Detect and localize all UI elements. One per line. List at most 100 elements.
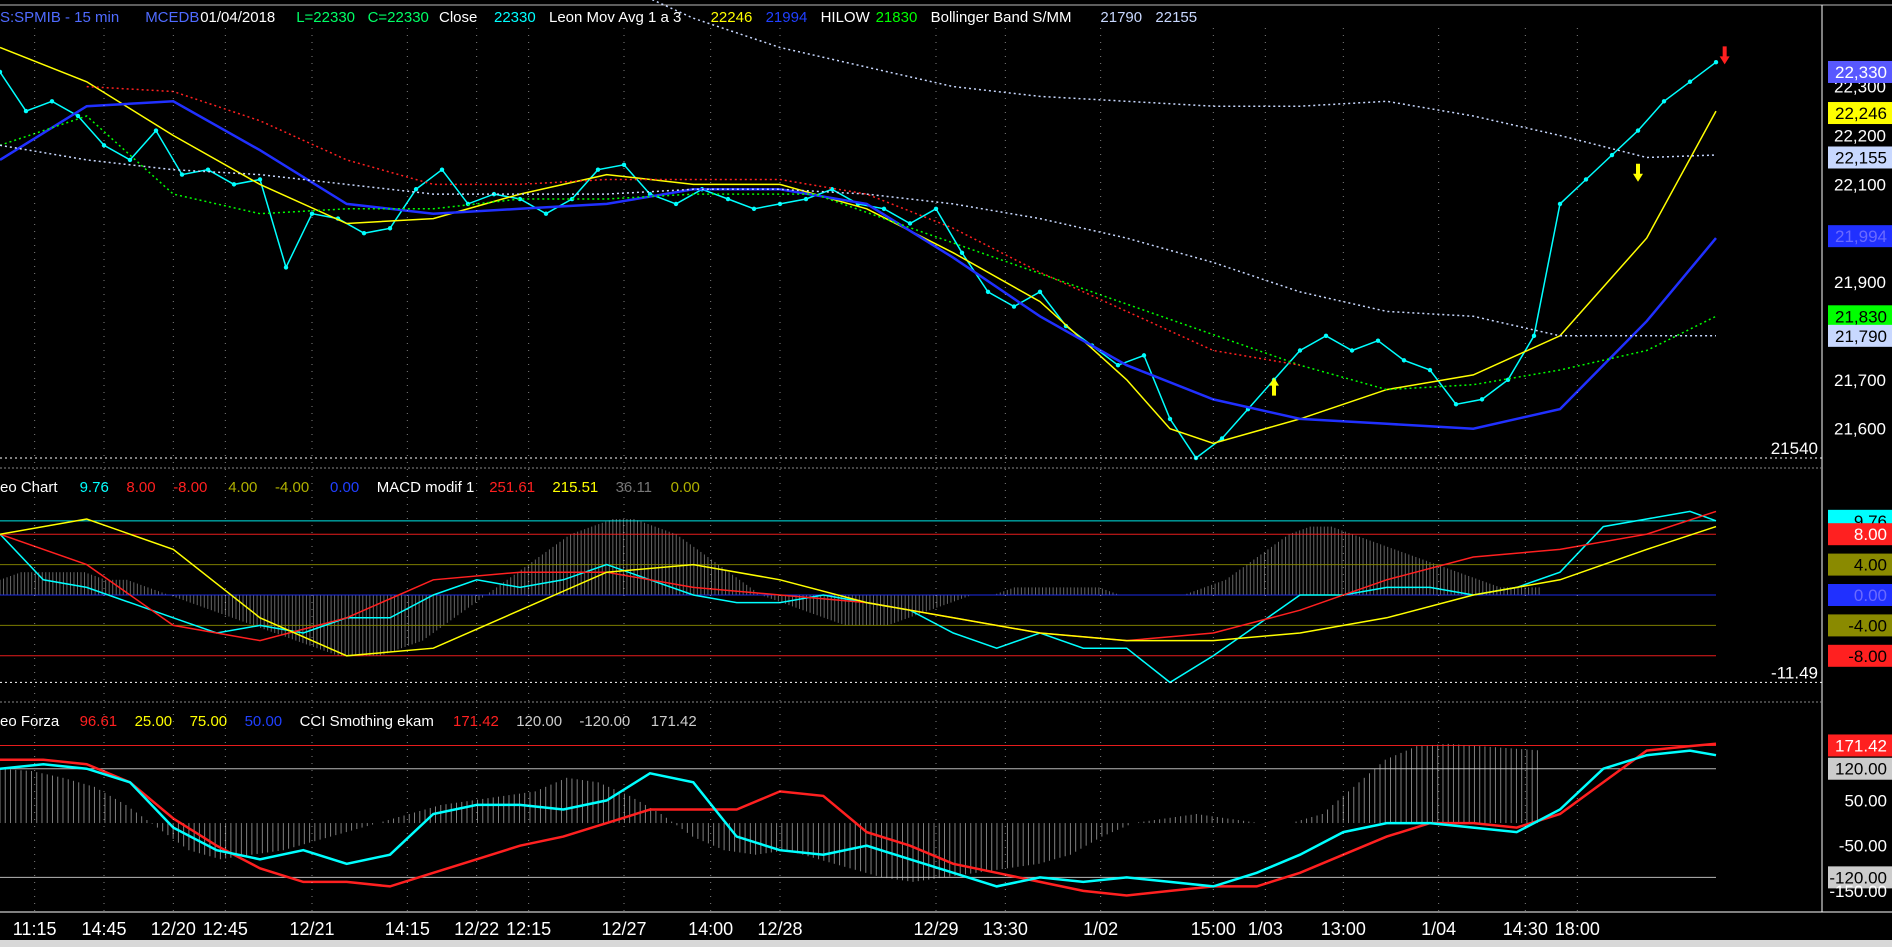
axis-value-tag: -50.00 bbox=[1839, 837, 1887, 856]
cci-header-item: 75.00 bbox=[190, 713, 228, 730]
cci-header-item: 25.00 bbox=[135, 713, 173, 730]
close-point bbox=[361, 231, 367, 236]
main-header-item: 01/04/2018 bbox=[200, 9, 275, 26]
x-tick-label: 12/29 bbox=[913, 919, 958, 939]
x-tick-label: 13:00 bbox=[1321, 919, 1366, 939]
close-point bbox=[725, 196, 731, 202]
axis-value-tag: -120.00 bbox=[1828, 866, 1892, 889]
close-point bbox=[413, 187, 419, 192]
y-tick-label: 21,900 bbox=[1834, 273, 1886, 292]
x-tick-label: 14:15 bbox=[385, 919, 430, 939]
close-point bbox=[153, 128, 159, 133]
axis-tag-label: 120.00 bbox=[1835, 760, 1887, 779]
series-forza bbox=[0, 742, 1717, 897]
close-point bbox=[1011, 304, 1017, 309]
axis-tag-label: 21,830 bbox=[1835, 307, 1887, 326]
close-point bbox=[309, 211, 315, 216]
axis-tag-label: 22,330 bbox=[1835, 63, 1887, 82]
x-tick-label: 1/03 bbox=[1248, 919, 1283, 939]
y-tick-label: 21,600 bbox=[1834, 420, 1886, 439]
axis-tag-label: 21,790 bbox=[1835, 327, 1887, 346]
bottom-bar bbox=[0, 940, 1892, 947]
axis-tag-label: 22,246 bbox=[1835, 104, 1887, 123]
axis-value-tag: 8.00 bbox=[1828, 523, 1892, 546]
series-bollinger-band bbox=[0, 144, 1716, 337]
main-header-item: Bollinger Band S/MM bbox=[931, 9, 1072, 26]
macd-header-item: 8.00 bbox=[126, 479, 155, 496]
axis-tag-label: 50.00 bbox=[1844, 791, 1887, 810]
close-point bbox=[1375, 338, 1381, 343]
x-tick-label: 14:30 bbox=[1503, 919, 1548, 939]
cci-header-item: eo Forza bbox=[0, 713, 60, 730]
close-point bbox=[179, 172, 185, 177]
main-header-item: 21790 bbox=[1100, 9, 1142, 26]
series-bollinger-band-upper bbox=[651, 0, 1717, 159]
x-tick-label: 13:30 bbox=[983, 919, 1028, 939]
axis-value-tag: 21,994 bbox=[1828, 225, 1892, 248]
x-tick-label: 12/22 bbox=[454, 919, 499, 939]
main-header-item: Leon Mov Avg 1 a 3 bbox=[549, 9, 681, 26]
x-tick-label: 14:00 bbox=[688, 919, 733, 939]
close-point bbox=[569, 196, 575, 202]
close-point bbox=[1661, 99, 1667, 104]
macd-header-item: MACD modif 1 bbox=[377, 479, 475, 496]
macd-header-item: 251.61 bbox=[489, 479, 535, 496]
axis-value-tag: -4.00 bbox=[1828, 614, 1892, 637]
macd-header-item: 4.00 bbox=[228, 479, 257, 496]
axis-value-tag: 22,330 bbox=[1828, 60, 1892, 83]
close-point bbox=[1531, 333, 1537, 339]
close-point bbox=[751, 206, 757, 211]
main-header-item: 22155 bbox=[1155, 9, 1197, 26]
axis-tag-label: 21,994 bbox=[1835, 227, 1887, 246]
axis-value-tag: 22,246 bbox=[1828, 102, 1892, 125]
close-point bbox=[75, 113, 81, 119]
macd-header-item: eo Chart bbox=[0, 479, 58, 496]
close-point bbox=[439, 167, 445, 172]
close-point bbox=[1401, 358, 1407, 363]
close-point bbox=[1713, 60, 1719, 65]
axis-tag-label: 8.00 bbox=[1854, 525, 1887, 544]
macd-header-item: 215.51 bbox=[552, 479, 598, 496]
close-point bbox=[959, 250, 965, 255]
x-tick-label: 12/28 bbox=[757, 919, 802, 939]
macd-header-item: 9.76 bbox=[80, 479, 109, 496]
axis-tag-label: 4.00 bbox=[1854, 556, 1887, 575]
close-point bbox=[23, 108, 29, 114]
main-header-item: 22330 bbox=[494, 9, 536, 26]
axis-value-tag: -150.00 bbox=[1829, 882, 1887, 901]
axis-value-tag: 21,830 bbox=[1828, 305, 1892, 328]
close-point bbox=[231, 182, 237, 187]
close-point bbox=[985, 289, 991, 295]
main-header-item: L=22330 bbox=[296, 9, 355, 26]
close-point bbox=[1635, 128, 1641, 133]
close-point bbox=[1297, 348, 1303, 353]
y-tick-label: 22,100 bbox=[1834, 175, 1886, 194]
close-point bbox=[491, 191, 497, 197]
main-header-item: Close bbox=[439, 9, 477, 26]
axis-tag-label: 0.00 bbox=[1854, 586, 1887, 605]
close-point bbox=[387, 226, 393, 231]
close-point bbox=[0, 69, 3, 75]
x-tick-label: 1/02 bbox=[1083, 919, 1118, 939]
cci-header-item: -120.00 bbox=[579, 713, 630, 730]
close-point bbox=[673, 201, 679, 207]
close-point bbox=[621, 162, 627, 168]
main-header: S:SPMIB - 15 min MCEDB 01/04/2018 L=22330 C=… bbox=[0, 9, 1197, 26]
main-header-item: 21994 bbox=[766, 9, 808, 26]
y-tick-label: 22,200 bbox=[1834, 127, 1886, 146]
axis-value-tag: 171.42 bbox=[1828, 734, 1892, 757]
close-point bbox=[1037, 289, 1043, 295]
x-tick-label: 18:00 bbox=[1555, 919, 1600, 939]
main-header-item: 21830 bbox=[876, 9, 918, 26]
histogram bbox=[0, 519, 1540, 656]
axis-tag-label: -150.00 bbox=[1829, 882, 1887, 901]
x-tick-label: 12:45 bbox=[203, 919, 248, 939]
x-tick-label: 14:45 bbox=[81, 919, 126, 939]
sell-arrow-icon bbox=[1719, 46, 1730, 65]
series-mov-avg-2 bbox=[0, 100, 1717, 430]
cci-header: eo Forza 96.61 25.00 75.00 50.00 CCI Smothing… bbox=[0, 713, 697, 730]
histogram bbox=[0, 743, 1538, 882]
main-header-item: C=22330 bbox=[368, 9, 429, 26]
close-point bbox=[881, 206, 887, 211]
